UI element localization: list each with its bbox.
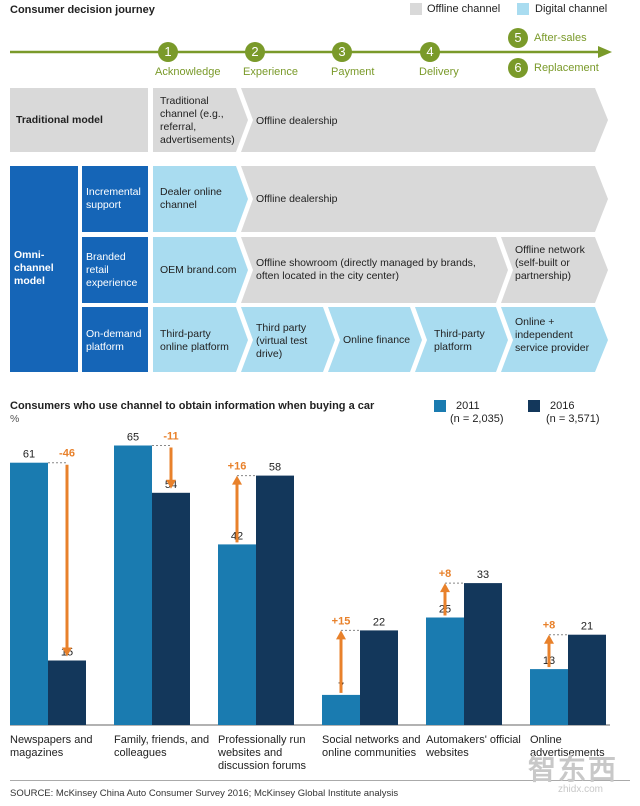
value-label-2016-2: 58: [269, 462, 281, 474]
category-label-newspapers: Newspapers and magazines: [10, 734, 93, 759]
online-independent-provider-cell: Online + independent service provider: [515, 316, 590, 354]
model-diagram: [10, 88, 608, 372]
dealer-online-channel-cell: Dealer online channel: [160, 186, 222, 211]
stage-6-label: Replacement: [534, 62, 599, 74]
incremental-support-label: Incremental support: [86, 186, 141, 211]
category-label-online-ads: Online advertisements: [530, 734, 605, 759]
bar-2011-1: [114, 445, 152, 725]
third-party-online-platform-cell: Third-party online platform: [160, 328, 229, 353]
third-party-platform-cell: Third-party platform: [434, 328, 485, 353]
change-label-5: +8: [543, 620, 556, 632]
category-label-automakers: Automakers' official websites: [426, 734, 521, 759]
digital-legend-label: Digital channel: [535, 3, 608, 15]
category-label-social: Social networks and online communities: [322, 734, 421, 759]
offline-legend-swatch: [410, 3, 422, 15]
legend-2011-note: (n = 2,035): [450, 413, 504, 425]
bar-2011-2: [218, 544, 256, 725]
traditional-model-label: Traditional model: [16, 114, 103, 126]
online-finance-cell: Online finance: [343, 334, 411, 346]
legend-2016-label: 2016: [550, 400, 575, 412]
bar-2011-0: [10, 462, 48, 725]
footer-divider: [10, 780, 630, 781]
category-label-professional: Professionally run websites and discussi…: [218, 734, 307, 772]
change-label-1: -11: [163, 431, 178, 443]
source-note: SOURCE: McKinsey China Auto Consumer Sur…: [10, 788, 399, 799]
change-label-4: +8: [439, 568, 452, 580]
change-label-0: -46: [59, 448, 75, 460]
stage-6-number: 6: [508, 58, 528, 78]
bar-2016-2: [256, 475, 294, 725]
offline-dealership-cell: Offline dealership: [256, 193, 338, 205]
traditional-dealership-cell: Offline dealership: [256, 115, 338, 127]
bar-2011-3: [322, 694, 360, 725]
oem-brand-cell: OEM brand.com: [160, 264, 237, 276]
legend-2011-swatch: [434, 400, 446, 412]
value-label-2011-1: 65: [127, 432, 139, 444]
omni-channel-model-label: Omni-channel model: [14, 249, 54, 287]
digital-legend-swatch: [517, 3, 529, 15]
journey-title: Consumer decision journey: [10, 4, 155, 16]
legend-2016-note: (n = 3,571): [546, 413, 600, 425]
stage-5-label: After-sales: [534, 32, 587, 44]
legend-2011-label: 2011: [456, 400, 480, 412]
bar-chart: 6115-466554-114258+16722+152533+81321+8: [10, 431, 610, 726]
bar-2011-5: [530, 669, 568, 725]
value-label-2011-0: 61: [23, 449, 35, 461]
change-arrowhead-2: [232, 475, 242, 485]
chart-title: Consumers who use channel to obtain info…: [10, 400, 375, 412]
stage-3-number: 3: [332, 42, 352, 62]
stage-1-label: Acknowledge: [155, 66, 221, 78]
third-party-virtual-test-cell: Third party (virtual test drive): [256, 322, 308, 360]
change-label-2: +16: [228, 461, 247, 473]
watermark-url: zhidx.com: [558, 784, 604, 795]
offline-network-cell: Offline network (self-built or partnersh…: [515, 244, 585, 282]
change-arrowhead-4: [440, 583, 450, 593]
stage-4-number: 4: [420, 42, 440, 62]
bar-2016-5: [568, 634, 606, 725]
change-arrowhead-3: [336, 630, 346, 640]
traditional-channel-cell: Traditional channel (e.g., referral, adv…: [160, 95, 235, 146]
on-demand-platform-label: On-demand platform: [86, 328, 142, 353]
branded-retail-label: Branded retail experience: [86, 251, 138, 289]
change-label-3: +15: [332, 615, 351, 627]
bar-2016-4: [464, 583, 502, 725]
value-label-2016-5: 21: [581, 621, 593, 633]
bar-2016-3: [360, 630, 398, 725]
bar-2016-1: [152, 492, 190, 725]
category-label-family: Family, friends, and colleagues: [114, 734, 210, 759]
legend-2016-swatch: [528, 400, 540, 412]
bar-2011-4: [426, 617, 464, 725]
stage-2-label: Experience: [243, 66, 299, 78]
chart-unit: %: [10, 413, 20, 425]
offline-showroom-cell: Offline showroom (directly managed by br…: [256, 257, 476, 282]
stage-5-number: 5: [508, 28, 528, 48]
bar-2016-0: [48, 660, 86, 725]
change-arrowhead-5: [544, 634, 554, 644]
change-arrowhead-0: [62, 647, 72, 657]
stage-2-number: 2: [245, 42, 265, 62]
timeline-arrow: [10, 46, 612, 58]
value-label-2016-4: 33: [477, 569, 489, 581]
stage-1-number: 1: [158, 42, 178, 62]
stage-4-label: Delivery: [419, 66, 459, 78]
stage-3-label: Payment: [331, 66, 375, 78]
change-arrowhead-1: [166, 479, 176, 489]
value-label-2016-3: 22: [373, 616, 385, 628]
offline-legend-label: Offline channel: [427, 3, 501, 15]
watermark-logo: 智东西: [528, 754, 619, 785]
